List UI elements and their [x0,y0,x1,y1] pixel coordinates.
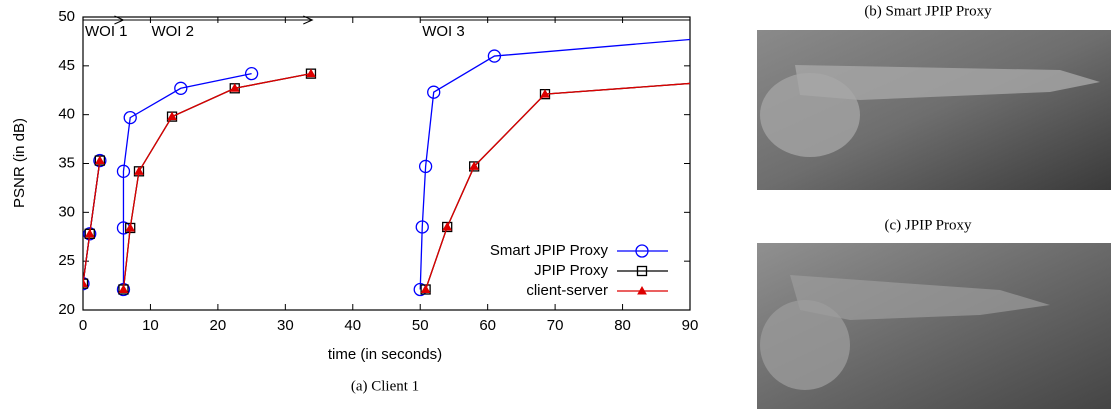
y-tick-label: 20 [58,301,75,318]
y-tick-label: 45 [58,57,75,74]
annotation: WOI 3 [422,23,465,40]
y-tick-label: 30 [58,203,75,220]
x-tick-label: 90 [682,317,699,334]
marker [443,223,451,230]
x-tick-label: 60 [479,317,496,334]
page: {"chart_data":{"type":"line","x_label":"… [0,0,1111,414]
y-tick-label: 40 [58,106,75,123]
marker [422,285,430,292]
marker [86,230,94,237]
marker [119,285,127,292]
marker [96,157,104,164]
marker [126,224,134,231]
panel-caption: (c) JPIP Proxy [885,217,972,233]
y-tick-label: 50 [58,8,75,25]
marker [307,70,315,77]
marker [168,113,176,120]
x-tick-label: 80 [614,317,631,334]
x-tick-label: 20 [210,317,227,334]
annotation: WOI 1 [85,23,128,40]
caption: (a) Client 1 [351,378,419,394]
y-axis-label: PSNR (in dB) [11,118,28,208]
legend-label: client-server [526,282,608,299]
x-tick-label: 40 [344,317,361,334]
annotation: WOI 2 [151,23,194,40]
legend-label: JPIP Proxy [534,262,608,279]
x-tick-label: 0 [79,317,87,334]
y-tick-label: 35 [58,154,75,171]
x-tick-label: 10 [142,317,159,334]
x-tick-label: 50 [412,317,429,334]
x-tick-label: 70 [547,317,564,334]
panel-caption: (b) Smart JPIP Proxy [864,3,992,19]
x-axis-label: time (in seconds) [328,346,442,363]
legend-label: Smart JPIP Proxy [490,242,609,259]
figure: (a) Client 1 time (in seconds) PSNR (in … [0,0,1111,409]
x-tick-label: 30 [277,317,294,334]
marker [79,280,87,287]
y-tick-label: 25 [58,252,75,269]
marker [135,167,143,174]
